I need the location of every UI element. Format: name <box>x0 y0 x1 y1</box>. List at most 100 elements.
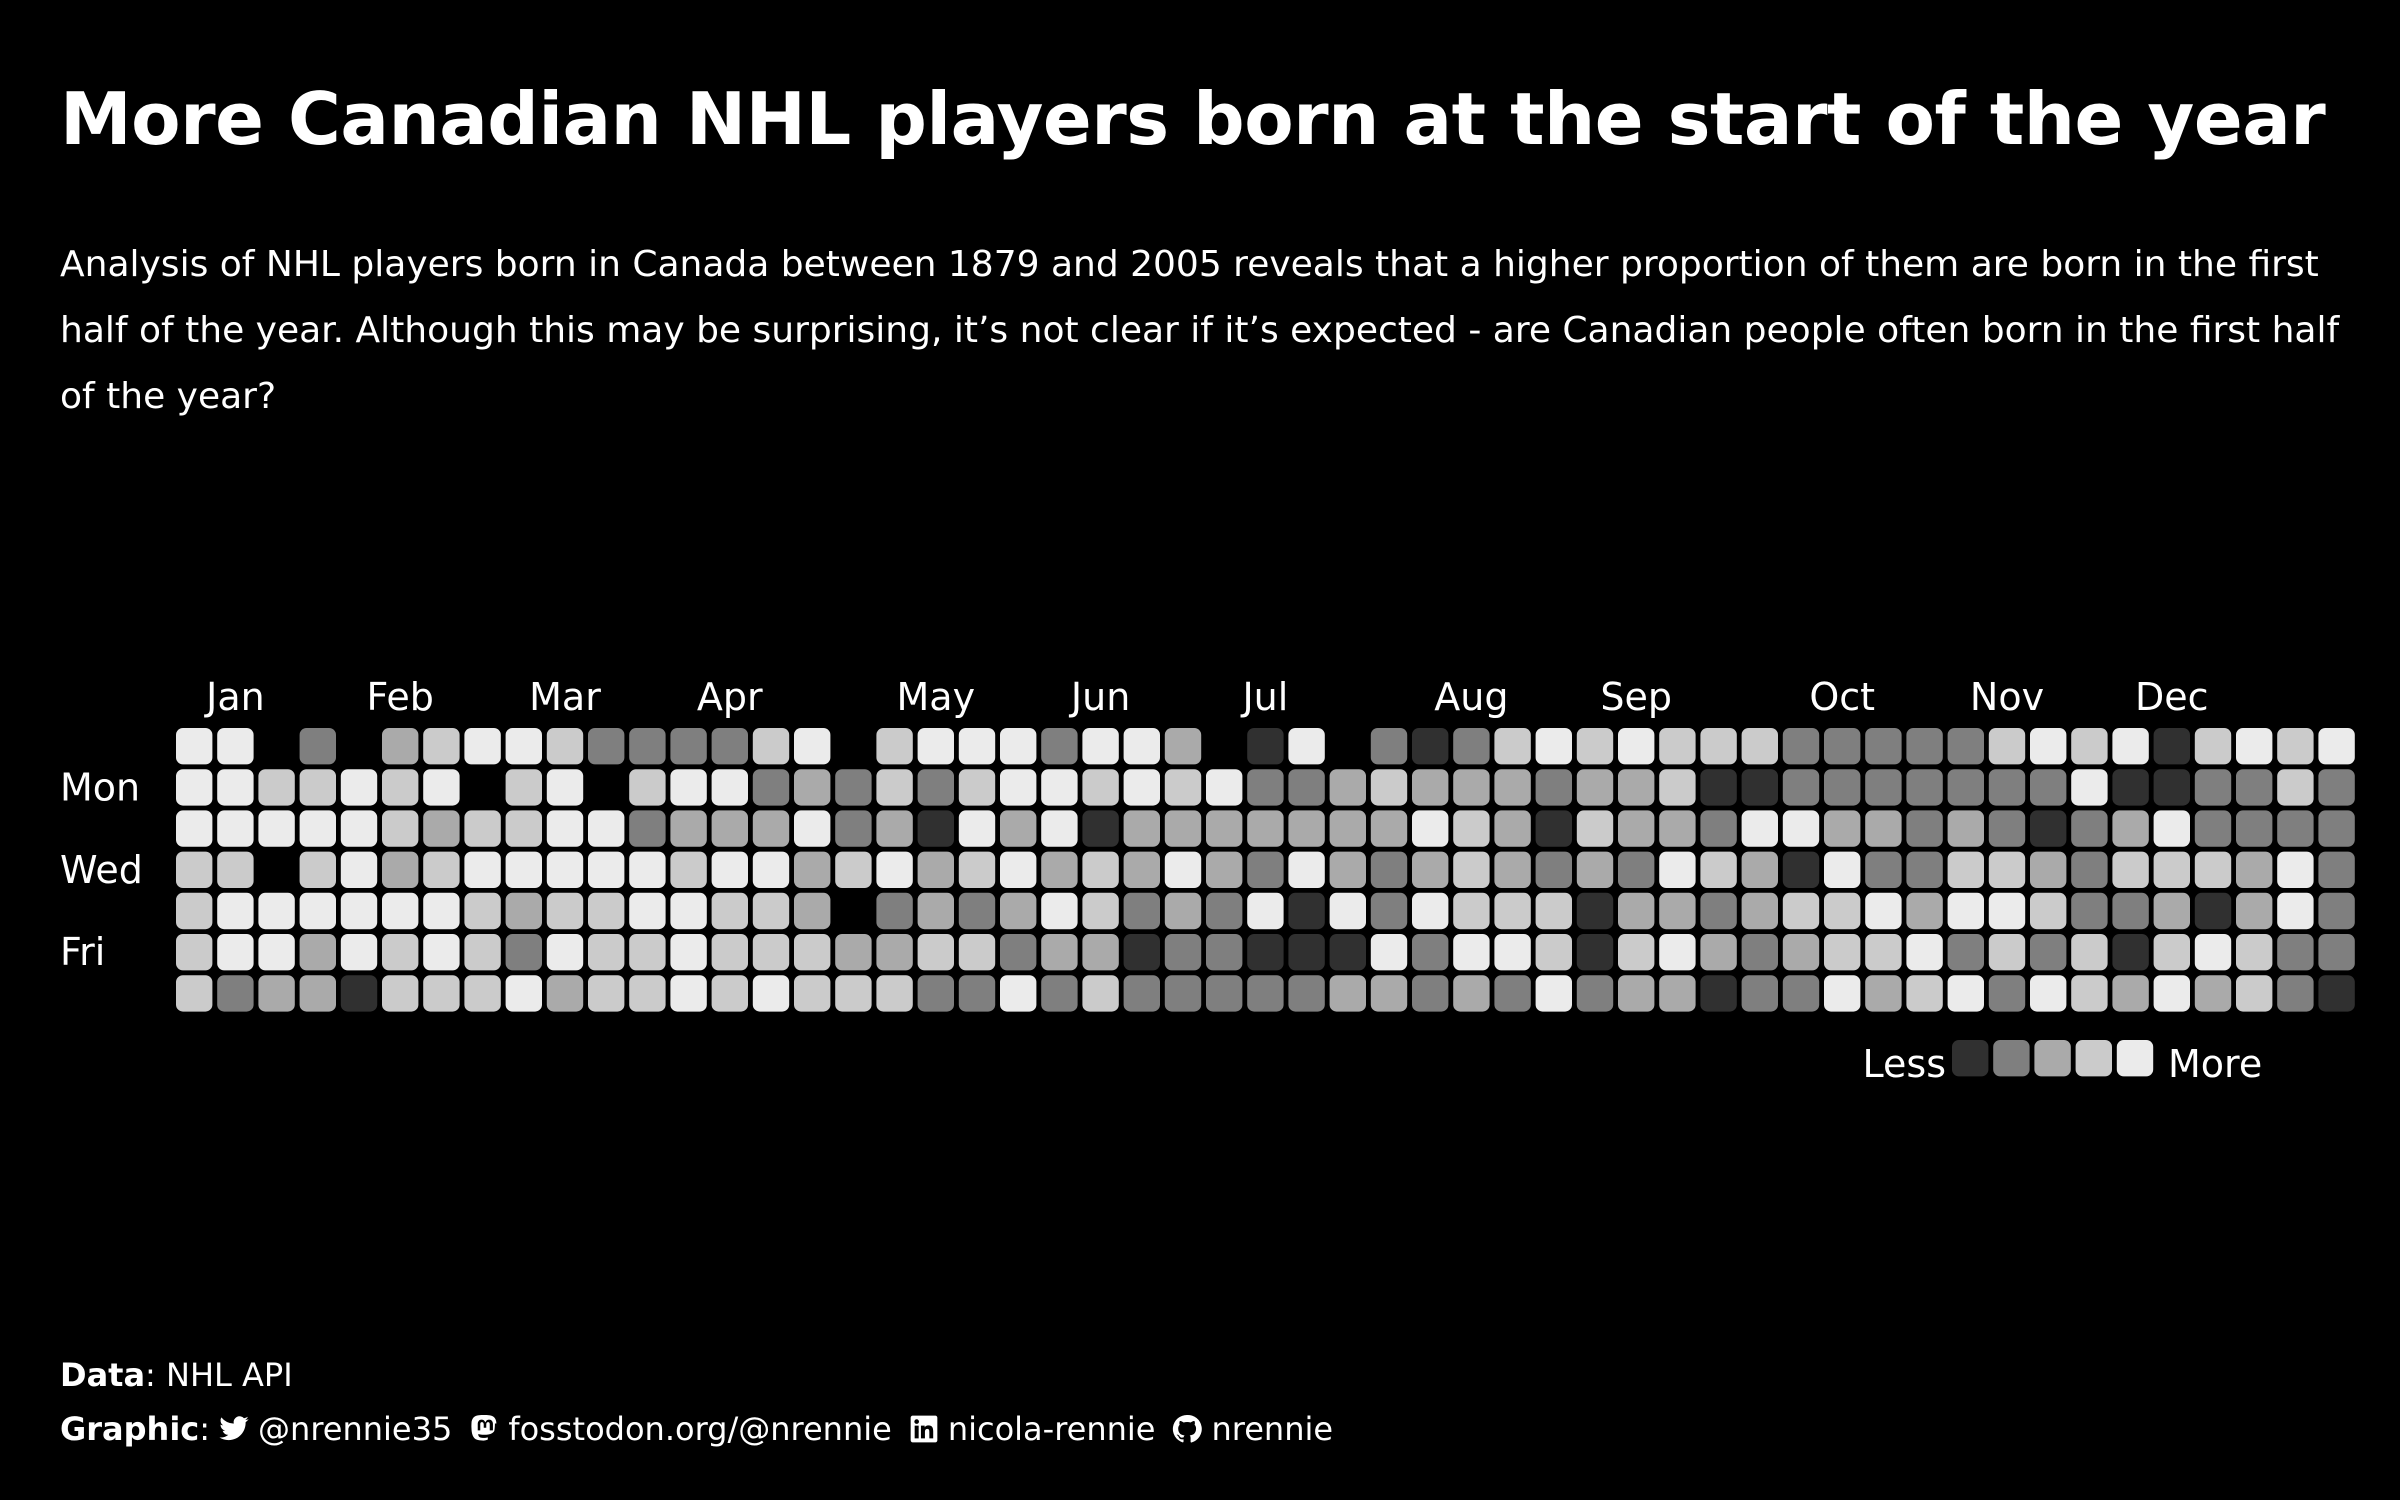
month-labels: Jan Feb Mar Apr May Jun Jul Aug Sep Oct Nov Dec <box>204 675 2208 719</box>
heatmap-cell <box>2194 934 2232 971</box>
heatmap-cell <box>1370 975 1408 1012</box>
chart-title: More Canadian NHL players born at the st… <box>60 77 2326 161</box>
heatmap-cell <box>1494 934 1531 971</box>
heatmap-cell <box>546 934 584 971</box>
heatmap-cell <box>876 769 913 806</box>
heatmap-cell <box>2153 892 2190 930</box>
heatmap-cell <box>1741 975 1778 1012</box>
heatmap-cell <box>1782 851 1820 888</box>
month-label: Aug <box>1434 675 1508 719</box>
heatmap-cell <box>1576 892 1614 930</box>
heatmap-cell <box>1370 851 1408 888</box>
legend-swatches <box>1952 1040 2154 1077</box>
heatmap-cell <box>1824 810 1861 847</box>
heatmap-cell <box>423 728 460 765</box>
heatmap-cell <box>1824 851 1861 888</box>
heatmap-cell <box>2112 892 2149 930</box>
heatmap-cell <box>2277 934 2314 971</box>
heatmap-cell <box>546 975 584 1012</box>
mastodon-icon <box>471 1415 497 1441</box>
heatmap-cell <box>958 975 996 1012</box>
heatmap-cell <box>464 892 501 930</box>
heatmap-cell <box>1700 769 1737 806</box>
heatmap-cell <box>1947 728 1984 765</box>
heatmap-cell <box>2277 975 2314 1012</box>
heatmap-cell <box>382 975 419 1012</box>
heatmap-cell <box>1576 975 1614 1012</box>
heatmap-cell <box>2071 769 2108 806</box>
heatmap-cell <box>1494 892 1531 930</box>
heatmap-cell <box>1453 934 1490 971</box>
github-handle-link[interactable]: nrennie <box>1211 1410 1334 1448</box>
heatmap-cell <box>1865 934 1902 971</box>
heatmap-cell <box>752 851 790 888</box>
heatmap-cell <box>382 892 419 930</box>
heatmap-cell <box>505 851 542 888</box>
heatmap-cell <box>1741 892 1778 930</box>
heatmap-cell <box>835 810 872 847</box>
heatmap-cell <box>464 810 501 847</box>
heatmap-cell <box>588 975 625 1012</box>
heatmap-cell <box>1865 728 1902 765</box>
heatmap-cell <box>1288 892 1325 930</box>
heatmap-cell <box>217 851 254 888</box>
heatmap-cell <box>670 769 707 806</box>
day-labels: Mon Wed Fri <box>60 765 143 974</box>
heatmap-cell <box>1123 934 1160 971</box>
linkedin-handle-link[interactable]: nicola-rennie <box>947 1410 1156 1448</box>
heatmap-cell <box>176 892 213 930</box>
heatmap-cell <box>1082 851 1119 888</box>
heatmap-cell <box>1329 769 1366 806</box>
heatmap-cell <box>588 810 625 847</box>
heatmap-cell <box>1865 892 1902 930</box>
heatmap-cell <box>629 892 666 930</box>
heatmap-cell <box>2236 810 2273 847</box>
heatmap-cell <box>258 851 295 888</box>
heatmap-cell <box>546 728 584 765</box>
heatmap-cell <box>546 851 584 888</box>
heatmap-cell <box>2194 728 2232 765</box>
heatmap-cell <box>1988 851 2026 888</box>
heatmap-cell <box>546 892 584 930</box>
heatmap-cell <box>1535 769 1572 806</box>
heatmap-cell <box>958 851 996 888</box>
heatmap-cell <box>917 892 954 930</box>
month-label: Sep <box>1600 675 1672 719</box>
heatmap-cell <box>176 934 213 971</box>
heatmap-cell <box>1288 810 1325 847</box>
heatmap-cell <box>794 934 831 971</box>
heatmap-cell <box>917 851 954 888</box>
heatmap-cell <box>299 728 336 765</box>
heatmap-cell <box>1288 728 1325 765</box>
heatmap-cell <box>1782 810 1820 847</box>
heatmap-cell <box>1782 934 1820 971</box>
heatmap-cell <box>835 769 872 806</box>
linkedin-icon <box>910 1415 938 1443</box>
heatmap-cell <box>1412 810 1449 847</box>
heatmap-cell <box>629 851 666 888</box>
heatmap-cell <box>2236 975 2273 1012</box>
heatmap-cell <box>1906 934 1943 971</box>
heatmap-cell <box>1453 892 1490 930</box>
month-label: Jan <box>204 675 265 719</box>
heatmap-cell <box>2112 769 2149 806</box>
twitter-handle-link[interactable]: @nrennie35 <box>258 1410 453 1448</box>
heatmap-cell <box>1164 810 1202 847</box>
legend-swatch <box>2116 1040 2154 1077</box>
heatmap-cell <box>1576 769 1614 806</box>
heatmap-cell <box>1618 810 1655 847</box>
heatmap-cell <box>794 769 831 806</box>
chart-subtitle: Analysis of NHL players born in Canada b… <box>60 244 2340 417</box>
heatmap-cell <box>2030 851 2067 888</box>
month-label: May <box>897 675 976 719</box>
heatmap-cell <box>1535 934 1572 971</box>
heatmap-cell <box>752 810 790 847</box>
mastodon-handle-link[interactable]: fosstodon.org/@nrennie <box>508 1410 892 1448</box>
heatmap-cell <box>629 728 666 765</box>
heatmap-cell <box>2318 851 2355 888</box>
heatmap-cell <box>1865 810 1902 847</box>
heatmap-cell <box>2318 728 2355 765</box>
heatmap-cell <box>1370 769 1408 806</box>
heatmap-cell <box>1947 810 1984 847</box>
heatmap-cell <box>258 892 295 930</box>
